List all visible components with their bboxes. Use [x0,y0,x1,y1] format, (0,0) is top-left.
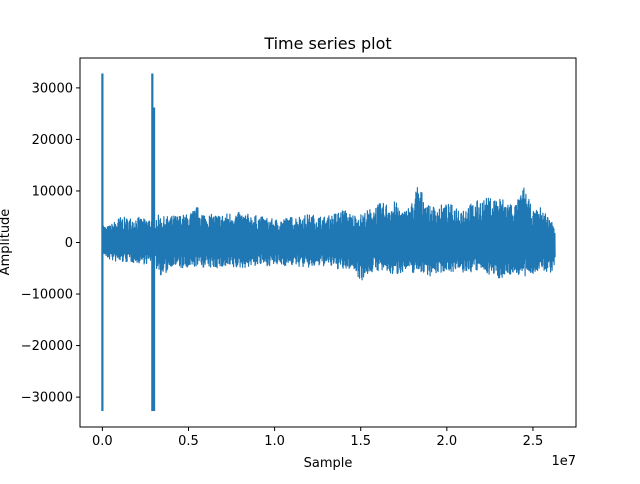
y-tick-label: 0 [65,236,73,251]
y-tick-label: −10000 [21,288,73,303]
y-axis-ticks: 30000 20000 10000 0 −10000 −20000 −30000 [21,81,80,406]
x-axis-offset-text: 1e7 [551,454,576,469]
y-tick-label: 10000 [32,184,73,199]
x-axis-ticks: 0.0 0.5 1.0 1.5 2.0 2.5 [92,427,543,449]
x-tick-label: 2.0 [436,434,457,449]
chart-title: Time series plot [263,34,391,53]
y-tick-label: 20000 [32,133,73,148]
series-layer [101,73,556,412]
y-tick-label: −20000 [21,339,73,354]
x-tick-label: 1.0 [264,434,285,449]
x-tick-label: 2.5 [523,434,544,449]
y-tick-label: 30000 [32,81,73,96]
x-tick-label: 0.5 [178,434,199,449]
y-tick-label: −30000 [21,391,73,406]
x-tick-label: 0.0 [92,434,113,449]
series-line [101,187,556,281]
x-tick-label: 1.5 [350,434,371,449]
x-axis-label: Sample [304,456,353,471]
y-axis-label: Amplitude [0,209,13,276]
